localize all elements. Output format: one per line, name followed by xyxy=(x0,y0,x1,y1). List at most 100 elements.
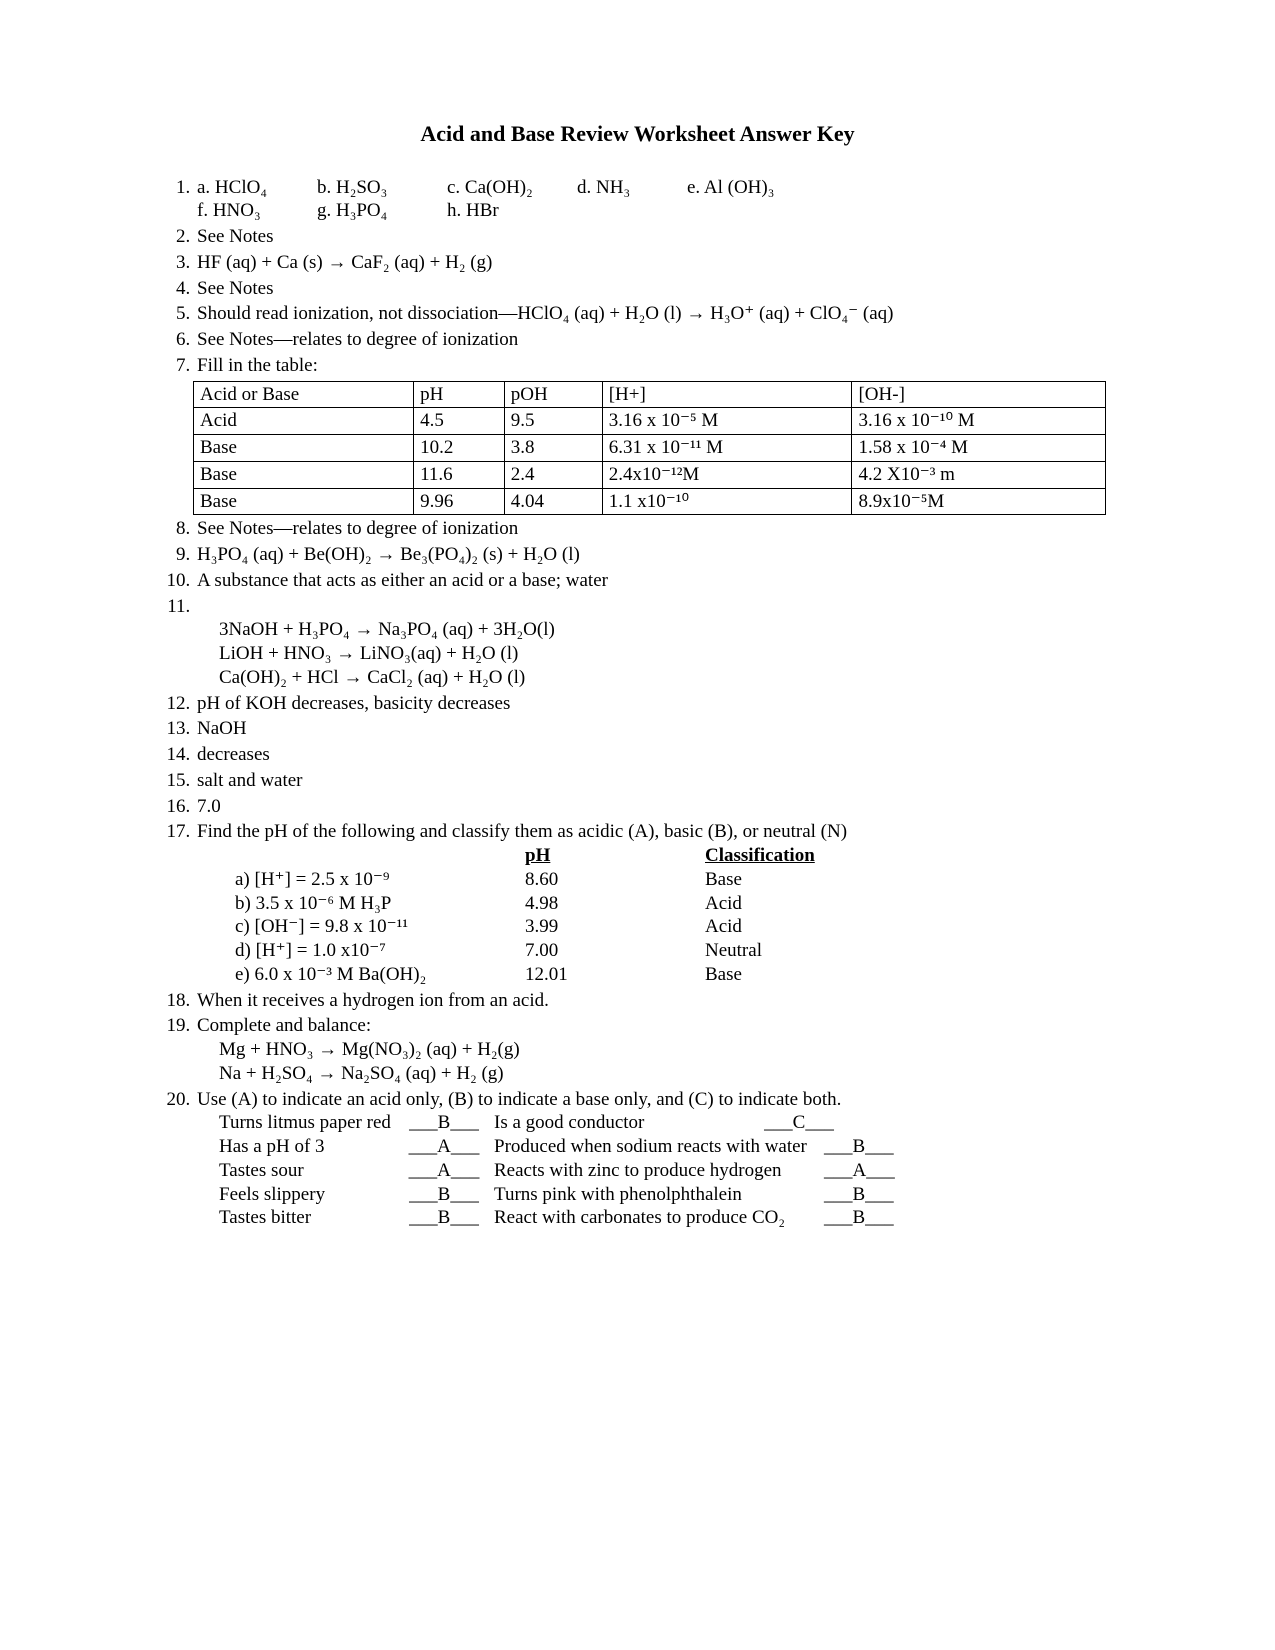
q17-ph: 8.60 xyxy=(525,868,705,892)
q17-cls: Acid xyxy=(705,915,865,939)
table-cell: 10.2 xyxy=(414,435,505,462)
q17-ph: 7.00 xyxy=(525,939,705,963)
q20-prompt: Tastes bitter xyxy=(219,1206,394,1230)
table-cell: 2.4x10⁻¹²M xyxy=(602,461,852,488)
q1-d: d. NH₃ xyxy=(577,176,687,200)
table-cell: 3.8 xyxy=(504,435,602,462)
table-cell: 8.9x10⁻⁵M xyxy=(852,488,1106,515)
q17-ph: 4.98 xyxy=(525,892,705,916)
table-cell: 9.96 xyxy=(414,488,505,515)
q20-answer: ___B___ xyxy=(824,1206,884,1230)
table-cell: 4.5 xyxy=(414,408,505,435)
q19-intro: Complete and balance: xyxy=(197,1015,371,1036)
q17-intro: Find the pH of the following and classif… xyxy=(197,821,847,842)
q1-g: g. H₃PO₄ xyxy=(317,199,447,223)
q17-lbl: a) [H⁺] = 2.5 x 10⁻⁹ xyxy=(235,868,525,892)
table-cell: 4.04 xyxy=(504,488,602,515)
page-title: Acid and Base Review Worksheet Answer Ke… xyxy=(165,120,1110,148)
q9: H₃PO₄ (aq) + Be(OH)₂ → Be₃(PO₄)₂ (s) + H… xyxy=(195,543,1110,567)
q7: Fill in the table: Acid or BasepHpOH[H+]… xyxy=(195,354,1110,516)
worksheet-page: Acid and Base Review Worksheet Answer Ke… xyxy=(0,0,1275,1650)
q20-prompt: Turns litmus paper red xyxy=(219,1111,394,1135)
table-cell: 2.4 xyxy=(504,461,602,488)
table-cell: Base xyxy=(194,461,414,488)
q11-line2: LiOH + HNO₃ → LiNO₃(aq) + H₂O (l) xyxy=(197,642,1110,666)
q17-ph-header: pH xyxy=(525,844,705,868)
q1-a: a. HClO₄ xyxy=(197,176,317,200)
q1-b: b. H₂SO₃ xyxy=(317,176,447,200)
q17-lbl: b) 3.5 x 10⁻⁶ M H₃P xyxy=(235,892,525,916)
q17-lbl: d) [H⁺] = 1.0 x10⁻⁷ xyxy=(235,939,525,963)
q20-answer: ___A___ xyxy=(394,1135,494,1159)
q7-table: Acid or BasepHpOH[H+][OH-]Acid4.59.53.16… xyxy=(193,381,1106,516)
q20-answer: ___A___ xyxy=(824,1159,884,1183)
q17-row: d) [H⁺] = 1.0 x10⁻⁷7.00Neutral xyxy=(197,939,1110,963)
q6: See Notes—relates to degree of ionizatio… xyxy=(195,328,1110,352)
table-cell: 6.31 x 10⁻¹¹ M xyxy=(602,435,852,462)
q1-h: h. HBr xyxy=(447,199,577,223)
table-cell: 4.2 X10⁻³ m xyxy=(852,461,1106,488)
q17-cls-header: Classification xyxy=(705,844,865,868)
q13: NaOH xyxy=(195,717,1110,741)
q20-answer: ___A___ xyxy=(394,1159,494,1183)
q20-prompt: Feels slippery xyxy=(219,1183,394,1207)
q20-row: Turns litmus paper red___B___Is a good c… xyxy=(197,1111,1110,1135)
table-cell: 3.16 x 10⁻⁵ M xyxy=(602,408,852,435)
table-row: Base10.23.86.31 x 10⁻¹¹ M1.58 x 10⁻⁴ M xyxy=(194,435,1106,462)
q7-col-header: pOH xyxy=(504,381,602,408)
q20-answer: ___B___ xyxy=(394,1183,494,1207)
table-cell: 1.1 x10⁻¹⁰ xyxy=(602,488,852,515)
q7-col-header: [H+] xyxy=(602,381,852,408)
q20-rows: Turns litmus paper red___B___Is a good c… xyxy=(197,1111,1110,1230)
table-row: Base9.964.041.1 x10⁻¹⁰8.9x10⁻⁵M xyxy=(194,488,1106,515)
q19-line2: Na + H₂SO₄ → Na₂SO₄ (aq) + H₂ (g) xyxy=(197,1062,1110,1086)
q1: a. HClO₄ b. H₂SO₃ c. Ca(OH)₂ d. NH₃ e. A… xyxy=(195,176,1110,224)
table-cell: Base xyxy=(194,435,414,462)
q17-row: b) 3.5 x 10⁻⁶ M H₃P4.98Acid xyxy=(197,892,1110,916)
q1-row2: f. HNO₃ g. H₃PO₄ h. HBr xyxy=(197,199,1110,223)
q20-prompt: Turns pink with phenolphthalein xyxy=(494,1183,824,1207)
q7-col-header: [OH-] xyxy=(852,381,1106,408)
table-cell: Base xyxy=(194,488,414,515)
q20-answer: ___B___ xyxy=(394,1111,494,1135)
q15: salt and water xyxy=(195,769,1110,793)
question-list: a. HClO₄ b. H₂SO₃ c. Ca(OH)₂ d. NH₃ e. A… xyxy=(165,176,1110,1231)
q2: See Notes xyxy=(195,225,1110,249)
q20-row: Tastes bitter___B___React with carbonate… xyxy=(197,1206,1110,1230)
q18: When it receives a hydrogen ion from an … xyxy=(195,989,1110,1013)
q20-prompt: Is a good conductor xyxy=(494,1111,754,1135)
q20-prompt: Reacts with zinc to produce hydrogen xyxy=(494,1159,824,1183)
q17-cls: Base xyxy=(705,868,865,892)
q4: See Notes xyxy=(195,277,1110,301)
q14: decreases xyxy=(195,743,1110,767)
table-cell: 9.5 xyxy=(504,408,602,435)
q17-rows: a) [H⁺] = 2.5 x 10⁻⁹8.60Baseb) 3.5 x 10⁻… xyxy=(197,868,1110,987)
q1-row1: a. HClO₄ b. H₂SO₃ c. Ca(OH)₂ d. NH₃ e. A… xyxy=(197,176,1110,200)
q20-row: Feels slippery___B___Turns pink with phe… xyxy=(197,1183,1110,1207)
q7-table-body: Acid or BasepHpOH[H+][OH-]Acid4.59.53.16… xyxy=(194,381,1106,515)
q11-line1: 3NaOH + H₃PO₄ → Na₃PO₄ (aq) + 3H₂O(l) xyxy=(197,618,1110,642)
q20-answer: ___B___ xyxy=(824,1135,884,1159)
q7-intro: Fill in the table: xyxy=(197,355,318,376)
q3: HF (aq) + Ca (s) → CaF₂ (aq) + H₂ (g) xyxy=(195,251,1110,275)
q1-e: e. Al (OH)₃ xyxy=(687,176,817,200)
table-cell: 3.16 x 10⁻¹⁰ M xyxy=(852,408,1106,435)
q11: 3NaOH + H₃PO₄ → Na₃PO₄ (aq) + 3H₂O(l) Li… xyxy=(195,595,1110,690)
table-row: Base11.62.42.4x10⁻¹²M4.2 X10⁻³ m xyxy=(194,461,1106,488)
q17-cls: Acid xyxy=(705,892,865,916)
q17-row: e) 6.0 x 10⁻³ M Ba(OH)₂12.01Base xyxy=(197,963,1110,987)
q20-answer: ___B___ xyxy=(824,1183,884,1207)
q17-lbl: c) [OH⁻] = 9.8 x 10⁻¹¹ xyxy=(235,915,525,939)
q12: pH of KOH decreases, basicity decreases xyxy=(195,692,1110,716)
table-cell: 1.58 x 10⁻⁴ M xyxy=(852,435,1106,462)
q17: Find the pH of the following and classif… xyxy=(195,820,1110,986)
q17-lbl: e) 6.0 x 10⁻³ M Ba(OH)₂ xyxy=(235,963,525,987)
q16: 7.0 xyxy=(195,795,1110,819)
q10: A substance that acts as either an acid … xyxy=(195,569,1110,593)
q11-line3: Ca(OH)₂ + HCl → CaCl₂ (aq) + H₂O (l) xyxy=(197,666,1110,690)
q20-prompt: Has a pH of 3 xyxy=(219,1135,394,1159)
q1-f: f. HNO₃ xyxy=(197,199,317,223)
q19: Complete and balance: Mg + HNO₃ → Mg(NO₃… xyxy=(195,1014,1110,1085)
q20-row: Has a pH of 3___A___Produced when sodium… xyxy=(197,1135,1110,1159)
q17-ph: 12.01 xyxy=(525,963,705,987)
